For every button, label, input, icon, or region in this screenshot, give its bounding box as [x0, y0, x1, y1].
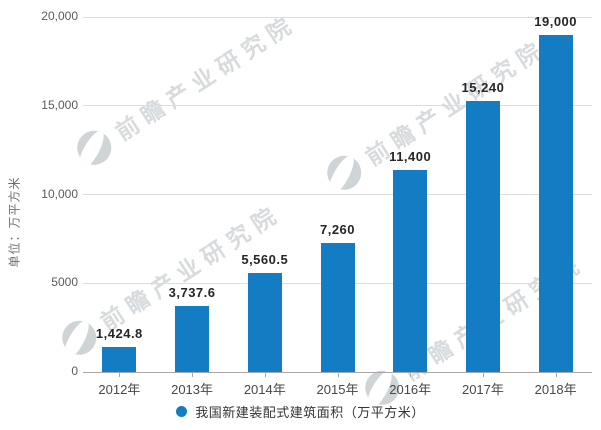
x-tick-label: 2013年 — [171, 382, 214, 397]
bar-value-label: 3,737.6 — [168, 284, 216, 300]
y-tick-label: 0 — [71, 364, 78, 378]
x-tick-mark — [192, 372, 194, 377]
x-tick-mark — [119, 372, 121, 377]
bar-value-label: 11,400 — [389, 148, 432, 164]
x-tick-label: 2015年 — [316, 382, 359, 397]
bar-value-label: 1,424.8 — [95, 325, 143, 341]
x-tick-label: 2014年 — [243, 382, 286, 397]
x-tick-mark — [337, 372, 339, 377]
bar — [393, 169, 428, 372]
x-tick-mark — [482, 372, 484, 377]
x-tick-mark — [264, 372, 266, 377]
x-tick-label: 2017年 — [461, 382, 504, 397]
x-tick-label: 2016年 — [389, 382, 432, 397]
bar — [247, 273, 282, 372]
legend: 我国新建装配式建筑面积（万平方米） — [0, 402, 601, 421]
y-tick-label: 10,000 — [41, 186, 78, 201]
gridline — [83, 194, 592, 195]
bar-value-label: 5,560.5 — [241, 252, 289, 268]
bar — [465, 101, 500, 372]
legend-marker-icon — [176, 406, 188, 417]
legend-label: 我国新建装配式建筑面积（万平方米） — [195, 405, 425, 420]
x-tick-mark — [555, 372, 557, 377]
plot-area: 1,424.8 2012年 3,737.6 2013年 5,560.5 2014年 7,26… — [83, 13, 592, 397]
x-tick-label: 2012年 — [98, 382, 141, 397]
y-tick-label: 20,000 — [41, 9, 78, 23]
bar — [175, 305, 210, 372]
bar — [102, 346, 137, 372]
gridline — [83, 105, 592, 107]
y-tick-label: 5000 — [51, 275, 78, 290]
bar — [538, 34, 573, 372]
x-tick-label: 2018年 — [534, 382, 577, 397]
y-tick-label: 15,000 — [41, 97, 78, 112]
bar-value-label: 19,000 — [534, 13, 578, 29]
x-tick-mark — [410, 372, 412, 377]
bar-value-label: 7,260 — [319, 222, 356, 238]
bar-value-label: 15,240 — [461, 80, 505, 96]
gridline — [83, 16, 592, 18]
bar — [320, 243, 355, 372]
